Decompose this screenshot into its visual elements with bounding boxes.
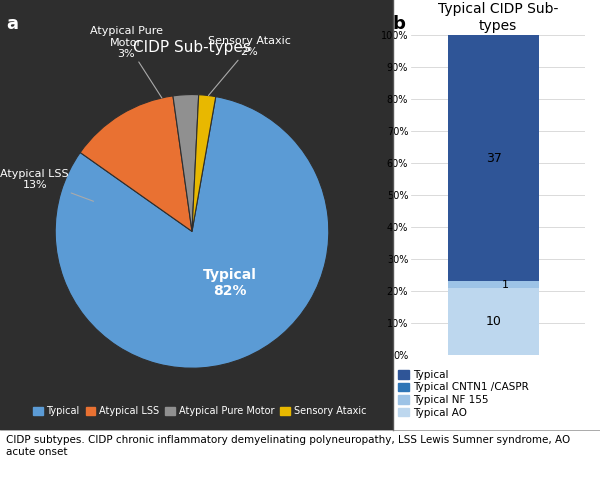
Text: 37: 37 — [486, 152, 502, 165]
Text: a: a — [6, 15, 18, 33]
Text: Sensory Ataxic
2%: Sensory Ataxic 2% — [208, 36, 291, 96]
Wedge shape — [173, 95, 199, 231]
Title: CIDP Sub-types: CIDP Sub-types — [133, 40, 251, 55]
Text: b: b — [393, 15, 406, 33]
Text: Atypical Pure
Motor
3%: Atypical Pure Motor 3% — [90, 26, 163, 98]
Legend: Typical, Typical CNTN1 /CASPR, Typical NF 155, Typical AO: Typical, Typical CNTN1 /CASPR, Typical N… — [398, 370, 529, 417]
Text: 10: 10 — [486, 315, 502, 328]
Text: CIDP subtypes. CIDP chronic inflammatory demyelinating polyneuropathy, LSS Lewis: CIDP subtypes. CIDP chronic inflammatory… — [6, 435, 570, 457]
Title: Typical CIDP Sub-
types: Typical CIDP Sub- types — [438, 3, 558, 33]
Text: Atypical LSS
13%: Atypical LSS 13% — [1, 169, 94, 201]
Wedge shape — [55, 97, 329, 368]
Bar — [448, 35, 539, 281]
Text: Typical
82%: Typical 82% — [203, 268, 257, 298]
Text: 1: 1 — [502, 280, 509, 290]
Wedge shape — [80, 96, 192, 231]
Bar — [448, 288, 539, 355]
Legend: Typical, Atypical LSS, Atypical Pure Motor, Sensory Ataxic: Typical, Atypical LSS, Atypical Pure Mot… — [33, 406, 366, 416]
Bar — [448, 281, 539, 288]
Wedge shape — [192, 95, 216, 231]
